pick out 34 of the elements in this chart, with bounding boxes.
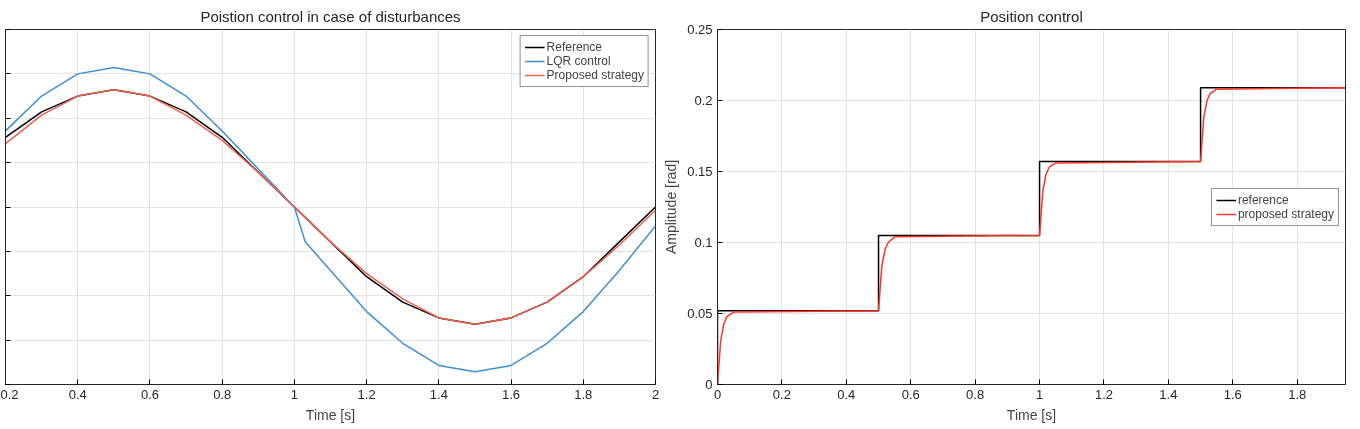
y-tick-label: 0.1 bbox=[694, 235, 713, 250]
x-tick-label: 0.6 bbox=[901, 386, 920, 402]
y-tick-label: 0.15 bbox=[687, 164, 713, 179]
x-axis-title: Time [s] bbox=[1006, 406, 1057, 423]
x-tick-label: 2 bbox=[651, 386, 660, 402]
x-tick-label: 0.8 bbox=[966, 386, 985, 402]
x-tick-label: 1 bbox=[290, 386, 299, 402]
chart-title: Position control bbox=[980, 7, 1083, 25]
x-tick-label: 1 bbox=[1035, 386, 1044, 402]
chart-title: Poistion control in case of disturbances bbox=[200, 7, 461, 25]
y-axis-title: Amplitude [rad] bbox=[663, 159, 680, 255]
legend-label: Reference bbox=[546, 40, 602, 54]
x-tick-label: 1.4 bbox=[1159, 386, 1178, 402]
x-tick-label: 1.6 bbox=[502, 386, 521, 402]
x-tick-label: 1.2 bbox=[357, 386, 376, 402]
legend-label: Proposed strategy bbox=[546, 68, 644, 82]
legend-label: LQR control bbox=[546, 54, 611, 68]
x-tick-label: 0.4 bbox=[68, 386, 87, 402]
y-tick-label: 0.05 bbox=[687, 306, 713, 321]
x-tick-label: 0.8 bbox=[213, 386, 232, 402]
x-tick-label: 1.6 bbox=[1223, 386, 1242, 402]
y-tick-label: 0.2 bbox=[694, 93, 713, 108]
x-tick-label: 0.2 bbox=[772, 386, 791, 402]
x-axis-title: Time [s] bbox=[305, 406, 356, 423]
x-tick-label: 1.4 bbox=[429, 386, 448, 402]
x-tick-label: 1.2 bbox=[1094, 386, 1113, 402]
y-tick-label: 0.25 bbox=[687, 22, 713, 37]
x-tick-label: 0.4 bbox=[837, 386, 856, 402]
legend-label: proposed strategy bbox=[1237, 206, 1334, 221]
x-tick-label: 0.6 bbox=[140, 386, 159, 402]
legend-label: reference bbox=[1237, 192, 1289, 207]
x-tick-label: 0.2 bbox=[0, 386, 19, 402]
x-tick-label: 1.8 bbox=[574, 386, 593, 402]
x-tick-label: 1.8 bbox=[1288, 386, 1307, 402]
